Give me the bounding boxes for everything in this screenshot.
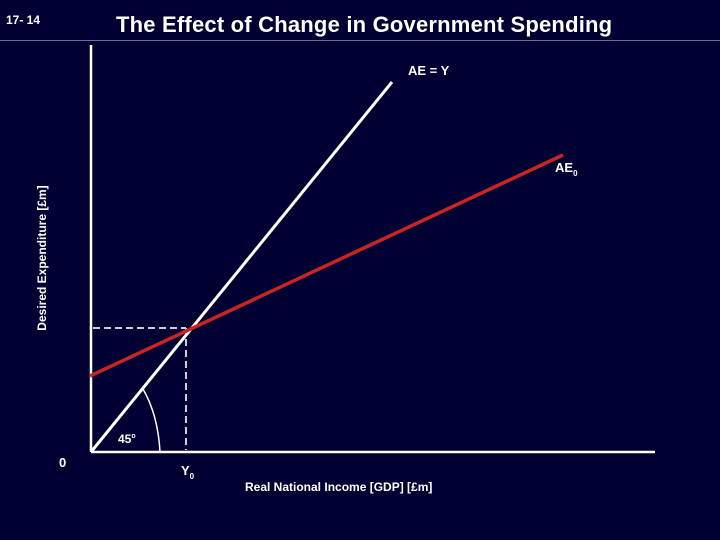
origin-label: 0 xyxy=(59,455,66,470)
angle-arc xyxy=(142,388,161,453)
y-axis-label: Desired Expenditure [£m] xyxy=(35,185,49,330)
line-45-degree xyxy=(89,81,394,453)
slide-title: The Effect of Change in Government Spend… xyxy=(116,12,613,37)
angle-label: 45o xyxy=(118,432,136,446)
ae0-line xyxy=(89,153,564,378)
ae-equals-y-label: AE = Y xyxy=(408,63,450,78)
x-axis-label: Real National Income [GDP] [£m] xyxy=(245,480,432,494)
title-divider xyxy=(0,40,720,41)
y0-label: Y0 xyxy=(181,463,195,481)
ae0-label: AE0 xyxy=(555,160,578,178)
slide-number: 17- 14 xyxy=(6,13,41,27)
